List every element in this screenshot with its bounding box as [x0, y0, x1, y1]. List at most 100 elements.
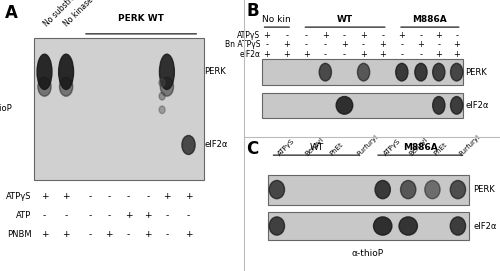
- Ellipse shape: [38, 77, 51, 96]
- Text: +: +: [398, 31, 406, 40]
- Text: No kin: No kin: [262, 15, 291, 24]
- Text: Benzyl: Benzyl: [304, 136, 324, 157]
- Text: PhEt: PhEt: [329, 142, 344, 157]
- Ellipse shape: [37, 54, 52, 89]
- Text: -: -: [455, 31, 458, 40]
- Text: -: -: [381, 31, 384, 40]
- Text: -: -: [400, 40, 404, 49]
- Text: +: +: [418, 40, 424, 49]
- Text: -: -: [362, 40, 365, 49]
- Ellipse shape: [159, 106, 165, 114]
- Text: PERK: PERK: [466, 68, 487, 77]
- Text: C: C: [246, 140, 258, 158]
- Text: Furfuryl: Furfuryl: [458, 134, 481, 157]
- Text: +: +: [380, 40, 386, 49]
- Text: +: +: [303, 50, 310, 59]
- Ellipse shape: [432, 63, 445, 81]
- Text: ATPγS: ATPγS: [277, 138, 296, 157]
- Ellipse shape: [396, 63, 408, 81]
- Text: +: +: [41, 192, 48, 201]
- Text: -: -: [286, 31, 288, 40]
- Bar: [262, 93, 463, 118]
- Ellipse shape: [450, 96, 463, 114]
- Text: -: -: [146, 192, 150, 201]
- Text: -: -: [343, 50, 346, 59]
- Ellipse shape: [400, 180, 416, 199]
- Text: +: +: [62, 192, 70, 201]
- Ellipse shape: [159, 92, 165, 100]
- Ellipse shape: [374, 217, 392, 235]
- Ellipse shape: [269, 217, 284, 235]
- Text: -: -: [64, 211, 68, 220]
- Text: -: -: [166, 211, 168, 220]
- Ellipse shape: [415, 63, 427, 81]
- Ellipse shape: [58, 54, 74, 89]
- Ellipse shape: [358, 63, 370, 81]
- Text: eIF2α: eIF2α: [473, 221, 496, 231]
- Text: -: -: [420, 31, 422, 40]
- Text: eIF2α: eIF2α: [240, 50, 260, 59]
- Text: -: -: [108, 211, 111, 220]
- Text: -: -: [127, 230, 130, 239]
- Text: +: +: [185, 192, 192, 201]
- Ellipse shape: [425, 180, 440, 199]
- Text: -: -: [265, 40, 268, 49]
- Text: -: -: [166, 230, 168, 239]
- Text: α-thioP: α-thioP: [0, 104, 12, 113]
- Text: -: -: [438, 40, 440, 49]
- Text: Bn ATPγS: Bn ATPγS: [225, 40, 260, 49]
- Text: +: +: [453, 50, 460, 59]
- Text: +: +: [163, 192, 170, 201]
- Text: +: +: [436, 50, 442, 59]
- Text: +: +: [144, 230, 152, 239]
- Text: eIF2α: eIF2α: [204, 140, 228, 150]
- Text: +: +: [360, 50, 367, 59]
- Text: -: -: [88, 230, 92, 239]
- Text: α-thioP: α-thioP: [352, 249, 384, 258]
- Text: WT: WT: [310, 143, 324, 152]
- Text: +: +: [41, 230, 48, 239]
- Text: PERK: PERK: [204, 67, 226, 76]
- Ellipse shape: [160, 54, 174, 89]
- Text: eIF2α: eIF2α: [466, 101, 489, 110]
- Ellipse shape: [182, 136, 195, 154]
- Text: -: -: [324, 50, 327, 59]
- Text: -: -: [304, 31, 308, 40]
- Bar: [268, 212, 469, 240]
- Bar: [262, 59, 463, 85]
- Text: +: +: [144, 211, 152, 220]
- Text: M886A: M886A: [412, 15, 448, 24]
- Text: Furfuryl: Furfuryl: [356, 134, 380, 157]
- Text: -: -: [324, 40, 327, 49]
- Ellipse shape: [159, 79, 165, 86]
- Text: -: -: [420, 50, 422, 59]
- Ellipse shape: [450, 63, 463, 81]
- Text: +: +: [284, 40, 290, 49]
- Bar: [268, 175, 469, 205]
- Ellipse shape: [319, 63, 332, 81]
- Text: +: +: [436, 31, 442, 40]
- Ellipse shape: [269, 180, 284, 199]
- Text: No substrate: No substrate: [42, 0, 83, 28]
- Text: ATPγS: ATPγS: [6, 192, 32, 201]
- Text: +: +: [106, 230, 113, 239]
- Text: +: +: [185, 230, 192, 239]
- Text: No kinase: No kinase: [62, 0, 95, 28]
- Text: -: -: [400, 50, 404, 59]
- Text: ATP: ATP: [16, 211, 32, 220]
- Text: +: +: [125, 211, 132, 220]
- Text: M886A: M886A: [403, 143, 438, 152]
- Ellipse shape: [375, 180, 390, 199]
- Text: -: -: [88, 211, 92, 220]
- Text: Benzyl: Benzyl: [408, 136, 429, 157]
- Text: -: -: [343, 31, 346, 40]
- Ellipse shape: [60, 77, 72, 96]
- Text: -: -: [304, 40, 308, 49]
- Text: +: +: [341, 40, 348, 49]
- Text: -: -: [127, 192, 130, 201]
- Text: PERK: PERK: [473, 185, 495, 194]
- Text: PERK WT: PERK WT: [118, 14, 164, 23]
- Ellipse shape: [160, 77, 173, 96]
- Text: +: +: [62, 230, 70, 239]
- Ellipse shape: [450, 217, 466, 235]
